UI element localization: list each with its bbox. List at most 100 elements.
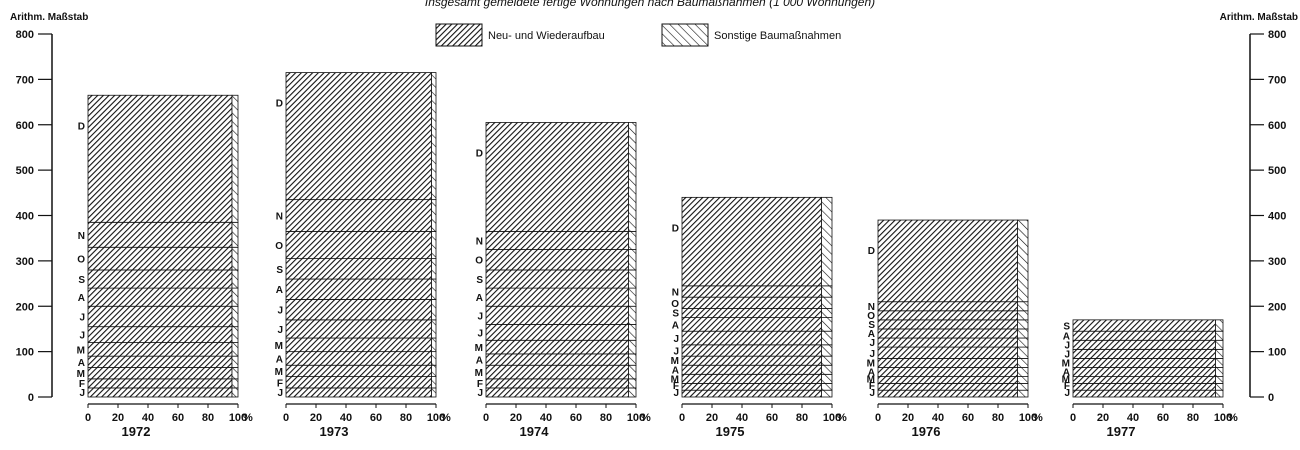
bar-segment-sonstige [628, 305, 637, 325]
left-axis-tick-label: 300 [16, 256, 34, 268]
month-label: A [78, 358, 85, 369]
month-label: J [673, 346, 679, 357]
pct-axis-tick-label: 100 [627, 412, 645, 424]
chart-title: Insgesamt gemeldete fertige Wohnungen na… [425, 0, 875, 9]
month-label: J [477, 311, 483, 322]
month-label: S [78, 275, 85, 286]
bar-segment-sonstige [431, 319, 437, 339]
bar-segment-neu [485, 378, 629, 389]
bar-segment-neu [285, 72, 432, 201]
month-label: F [1064, 381, 1070, 392]
bar-segment-neu [1072, 339, 1216, 350]
bar-segment-sonstige [1215, 367, 1224, 377]
bar-segment-sonstige [231, 221, 239, 248]
month-label: J [79, 388, 85, 399]
bar-segment-sonstige [1017, 382, 1029, 391]
month-label: M [1062, 374, 1070, 385]
month-label: S [1063, 322, 1070, 333]
legend-swatch-sonstige [661, 23, 709, 47]
month-label: N [78, 231, 85, 242]
legend-swatch-neu [435, 23, 483, 47]
pct-axis-tick-label: 100 [823, 412, 841, 424]
pct-axis-tick-label: 40 [736, 412, 748, 424]
bar-segment-neu [681, 364, 822, 375]
bar-segment-neu [87, 246, 233, 271]
bar-segment-neu [87, 94, 233, 223]
month-label: D [672, 223, 679, 234]
pct-axis-tick-label: 100 [1214, 412, 1232, 424]
pct-axis-tick-label: 100 [1019, 412, 1037, 424]
bar-segment-sonstige [1215, 330, 1224, 341]
bar-segment-sonstige [821, 330, 833, 346]
bar-segment-neu [87, 326, 233, 343]
bar-segment-neu [285, 351, 432, 366]
bar-segment-sonstige [231, 94, 239, 223]
bar-segment-neu [681, 389, 822, 398]
bar-segment-sonstige [628, 287, 637, 307]
bar-segment-neu [681, 355, 822, 366]
bar-segment-sonstige [431, 351, 437, 366]
pct-unit-label: % [243, 412, 253, 424]
bar-segment-neu [485, 230, 629, 250]
bar-segment-neu [285, 387, 432, 398]
bar-segment-sonstige [821, 344, 833, 357]
year-label: 1972 [122, 424, 151, 439]
bar-segment-sonstige [628, 249, 637, 271]
left-axis-tick-label: 0 [28, 392, 34, 404]
year-label: 1974 [520, 424, 550, 439]
bar-segment-neu [485, 122, 629, 232]
month-label: F [79, 379, 85, 390]
bar-segment-sonstige [431, 199, 437, 232]
pct-unit-label: % [441, 412, 451, 424]
bar-segment-neu [485, 339, 629, 355]
bar-segment-sonstige [231, 269, 239, 289]
bar-segment-neu [285, 376, 432, 389]
left-y-axis: 0 100 200 300 400 500 600 700 800 [16, 29, 53, 404]
bar-segment-sonstige [431, 337, 437, 353]
bar-segment-sonstige [821, 389, 833, 398]
month-label: O [867, 311, 875, 322]
pct-axis-tick-label: 80 [796, 412, 808, 424]
bar-segment-neu [485, 387, 629, 398]
bar-segment-neu [87, 269, 233, 289]
left-axis-tick-label: 800 [16, 29, 34, 41]
bar-segment-sonstige [1017, 346, 1029, 359]
bar-segment-sonstige [628, 339, 637, 355]
bar-segment-sonstige [431, 387, 437, 398]
bar-segment-neu [1072, 330, 1216, 341]
pct-axis-tick-label: 80 [202, 412, 214, 424]
bar-segment-neu [681, 296, 822, 309]
month-label: D [276, 99, 283, 110]
month-label: A [1063, 368, 1070, 379]
bar-segment-sonstige [231, 287, 239, 307]
bar-segment-sonstige [231, 355, 239, 368]
month-label: N [672, 288, 679, 299]
bar-segment-neu [485, 287, 629, 307]
month-label: M [275, 341, 283, 352]
pct-axis-tick-label: 0 [483, 412, 489, 424]
bar-segment-sonstige [821, 373, 833, 384]
pct-axis-tick-label: 20 [1097, 412, 1109, 424]
bar-segment-sonstige [628, 353, 637, 366]
bar-segment-sonstige [1017, 358, 1029, 368]
bar-segment-neu [87, 342, 233, 357]
right-y-axis: 0 100 200 300 400 500 600 700 800 [1249, 29, 1286, 404]
month-label: J [1064, 340, 1070, 351]
bar-segment-sonstige [1215, 389, 1224, 398]
bar-segment-sonstige [1017, 219, 1029, 303]
right-axis-title: Arithm. Maßstab [1220, 12, 1298, 23]
month-label: A [672, 320, 679, 331]
bar-segment-sonstige [431, 376, 437, 389]
bar-segment-sonstige [431, 278, 437, 300]
bar-segment-sonstige [1215, 339, 1224, 350]
bar-segment-neu [485, 323, 629, 341]
bar-segment-sonstige [821, 285, 833, 298]
bar-segment-sonstige [1215, 382, 1224, 391]
pct-axis-tick-label: 40 [1127, 412, 1139, 424]
right-axis-tick-label: 400 [1268, 211, 1286, 223]
month-label: N [276, 212, 283, 223]
month-label: J [869, 338, 875, 349]
